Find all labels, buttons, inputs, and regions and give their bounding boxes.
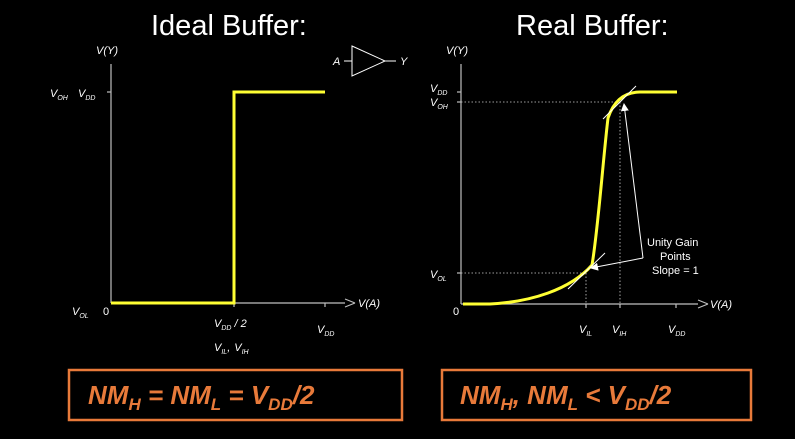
real-vih-label: VIH xyxy=(612,324,627,338)
ideal-noise-margin-formula: NMH = NML = VDD/2 xyxy=(88,380,315,414)
ideal-voh-label: VOH xyxy=(50,88,69,102)
ideal-buffer-title: Ideal Buffer: xyxy=(151,10,307,42)
real-noise-margin-box xyxy=(440,368,753,422)
ideal-vdd-label: VDD xyxy=(78,88,95,102)
ideal-buffer-plot: V(Y) V(A) VOH VDD VOL 0 VDD / 2 VIL, VIH … xyxy=(50,45,380,356)
real-y-axis-label: V(Y) xyxy=(446,45,468,57)
tangent-line-low xyxy=(567,252,606,290)
real-vol-label: VOL xyxy=(430,269,447,283)
real-transfer-curve xyxy=(463,90,677,306)
real-noise-margin-formula: NMH, NML < VDD/2 xyxy=(460,380,672,414)
ideal-transfer-curve xyxy=(111,90,325,305)
unity-gain-line2: Points xyxy=(660,251,691,263)
ideal-vol-label: VOL xyxy=(72,306,89,320)
real-vdd-x-label: VDD xyxy=(668,324,685,338)
ideal-vdd-x-label: VDD xyxy=(317,324,334,338)
buffer-output-label: Y xyxy=(400,56,408,68)
ideal-noise-margin-box xyxy=(67,368,404,422)
ideal-y-axis-label: V(Y) xyxy=(96,45,118,57)
buffer-input-label: A xyxy=(332,56,340,68)
unity-gain-line3: Slope = 1 xyxy=(652,265,699,277)
ideal-origin-label: 0 xyxy=(103,306,109,318)
real-buffer-plot: Unity Gain Points Slope = 1 V(Y) V(A) VD… xyxy=(430,45,732,338)
unity-gain-line1: Unity Gain xyxy=(647,237,698,249)
tangent-line-high xyxy=(602,85,637,120)
real-origin-label: 0 xyxy=(453,306,459,318)
ideal-vil-vih-label: VIL, VIH xyxy=(214,342,250,356)
ideal-vdd-half-label: VDD / 2 xyxy=(214,318,247,332)
real-vdd-label: VDD xyxy=(430,83,447,97)
buffer-symbol-icon: A Y xyxy=(332,45,408,77)
ideal-x-axis-label: V(A) xyxy=(358,298,380,310)
real-x-axis-label: V(A) xyxy=(710,299,732,311)
real-buffer-title: Real Buffer: xyxy=(516,10,669,42)
real-voh-label: VOH xyxy=(430,97,449,111)
arrow-to-low-point xyxy=(590,257,644,271)
arrow-to-high-point xyxy=(620,103,644,259)
real-vil-label: VIL xyxy=(579,324,592,338)
